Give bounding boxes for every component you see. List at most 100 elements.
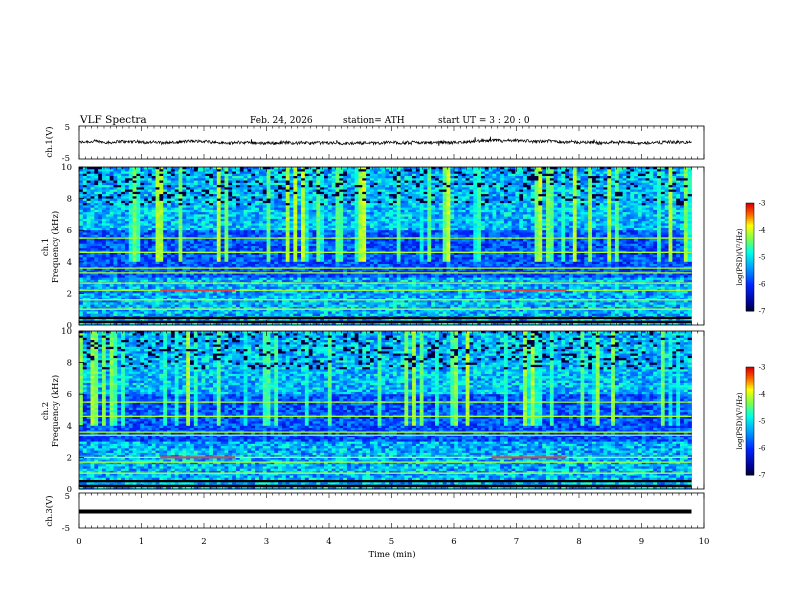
spectrogram-cell [611, 169, 616, 172]
spectrogram-cell [442, 189, 447, 193]
spectrogram-cell [415, 194, 421, 197]
spectrogram-cell [293, 189, 298, 193]
spectrogram-cell [90, 187, 95, 190]
spectrogram-cell [546, 182, 551, 186]
spectrogram-cell [369, 173, 375, 177]
spectrogram-cell [557, 173, 562, 177]
spectrogram-cell [216, 169, 222, 172]
spectrogram-cell [270, 178, 275, 181]
spectrogram-cell [377, 171, 382, 175]
spectrogram-cell [335, 187, 340, 190]
spectrogram-cell [167, 169, 172, 172]
spectrogram-cell [289, 178, 294, 181]
spectrogram-cell [641, 173, 646, 177]
spectrogram-cell [469, 169, 474, 172]
spectrogram-cell [404, 189, 409, 193]
spectrogram-cell [680, 189, 685, 193]
spectrogram-cell [484, 185, 490, 188]
spectrogram-cell [385, 187, 390, 190]
spectrogram-cell [408, 180, 413, 184]
spectrogram-cell [346, 182, 352, 186]
spectrogram-cell [676, 169, 681, 172]
spectrogram-cell [622, 180, 627, 184]
spectrogram-cell [182, 194, 187, 197]
spectrogram-cell [170, 191, 176, 195]
spectrogram-cell [660, 182, 666, 186]
spectrogram-cell [151, 178, 156, 181]
spectrogram-cell [132, 173, 137, 177]
spectrogram-cell [113, 167, 118, 170]
spectrogram-cell [312, 187, 317, 190]
spectrogram-cell [649, 194, 654, 197]
spectrogram-cell [193, 178, 199, 181]
spectrogram-cell [239, 187, 245, 190]
spectrogram-cell [266, 178, 271, 181]
spectrogram-cell [676, 194, 681, 197]
spectrogram-cell [301, 189, 306, 193]
spectrogram-cell [557, 189, 562, 193]
spectrogram-cell [519, 169, 524, 172]
spectrogram-cell [603, 194, 608, 197]
spectrogram-cell [362, 171, 367, 175]
spectrogram-cell [641, 171, 646, 175]
spectrogram-cell [576, 178, 581, 181]
spectrogram-cell [358, 178, 363, 181]
spectrogram-cell [94, 189, 99, 193]
spectrogram-cell [649, 189, 654, 193]
spectrogram-cell [419, 171, 424, 175]
spectrogram-cell [630, 182, 635, 186]
spectrogram-cell [634, 167, 639, 170]
spectrogram-cell [607, 182, 612, 186]
spectrogram-cell [190, 171, 195, 175]
spectrogram-cell [304, 185, 310, 188]
spectrogram-cell [128, 187, 133, 190]
spectrogram-cell [450, 167, 455, 170]
spectrogram-cell [144, 171, 149, 175]
spectrogram-cell [484, 178, 490, 181]
spectrogram-cell [251, 180, 256, 184]
spectrogram-cell [243, 178, 248, 181]
spectrogram-cell [672, 189, 677, 193]
spectrogram-cell [603, 171, 608, 175]
spectrogram-cell [534, 191, 539, 195]
spectrogram-cell [358, 169, 363, 172]
spectrogram-cell [297, 187, 302, 190]
spectrogram-cell [446, 167, 451, 170]
spectrogram-cell [346, 187, 352, 190]
spectrogram-cell [316, 178, 321, 181]
spectrogram-cell [193, 167, 199, 170]
spectrogram-cell [423, 180, 428, 184]
spectrogram-cell [182, 187, 187, 190]
spectrogram-cell [136, 189, 141, 193]
spectrogram-cell [477, 191, 482, 195]
spectrogram-cell [523, 173, 528, 177]
spectrogram-cell [297, 167, 302, 170]
spectrogram-cell [492, 171, 497, 175]
spectrogram-cell [611, 173, 616, 177]
spectrogram-cell [155, 173, 160, 177]
spectrogram-cell [492, 182, 497, 186]
spectrogram-cell [201, 169, 206, 172]
spectrogram-cell [480, 173, 486, 177]
spectrogram-cell [327, 171, 333, 175]
spectrogram-cell [128, 176, 133, 179]
spectrogram-cell [672, 167, 677, 170]
spectrogram-cell [266, 169, 271, 172]
spectrogram-cell [124, 182, 130, 186]
spectrogram-cell [538, 171, 543, 175]
spectrogram-cell [113, 171, 118, 175]
spectrogram-cell [121, 194, 126, 197]
spectrogram-cell [201, 194, 206, 197]
spectrogram-cell [235, 171, 241, 175]
spectrogram-cell [442, 173, 447, 177]
spectrogram-cell [79, 178, 84, 181]
spectrogram-cell [630, 191, 635, 195]
spectrogram-cell [565, 189, 570, 193]
spectrogram-cell [657, 180, 662, 184]
ch1-waveform-panel: 5 -5 ch.1(V) [44, 123, 705, 164]
spectrogram-cell [435, 189, 440, 193]
spectrogram-cell [676, 173, 681, 177]
spectrogram-cell [101, 171, 107, 175]
spectrogram-cell [90, 194, 95, 197]
spectrogram-cell [427, 173, 432, 177]
